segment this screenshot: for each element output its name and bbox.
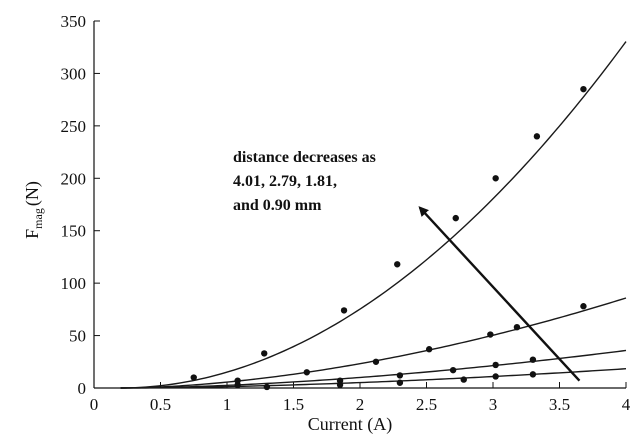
- data-point-series-2: [580, 303, 587, 310]
- annotation: distance decreases as 4.01, 2.79, 1.81, …: [233, 149, 581, 382]
- svg-text:Fmag(N): Fmag (N): [22, 181, 45, 239]
- y-tick-label: 150: [61, 222, 87, 241]
- x-axis-label: Current (A): [308, 414, 392, 434]
- data-point-series-1: [452, 214, 459, 222]
- data-point-series-2: [372, 358, 380, 365]
- x-tick-label: 2: [356, 395, 365, 414]
- data-point-series-2: [303, 369, 310, 376]
- annotation-arrow: [418, 206, 581, 382]
- x-tick-label: 2.5: [416, 395, 437, 414]
- y-axis-label-subscript: mag: [31, 208, 45, 229]
- fit-curve-1: [120, 41, 627, 389]
- x-tick-label: 3: [489, 395, 498, 414]
- y-tick-label: 300: [61, 64, 87, 83]
- x-tick-label: 0.5: [150, 395, 171, 414]
- data-point-series-1: [190, 374, 197, 381]
- data-point-series-3: [492, 361, 499, 369]
- x-tick-label: 3.5: [549, 395, 570, 414]
- annotation-line-3: and 0.90 mm: [233, 197, 322, 214]
- data-point-series-1: [394, 261, 401, 268]
- y-tick-label: 0: [78, 379, 87, 398]
- data-point-series-2: [513, 323, 521, 331]
- fit-curve-4: [120, 368, 627, 389]
- data-point-series-1: [580, 85, 587, 93]
- fit-curve-3: [120, 349, 627, 389]
- data-point-series-1: [533, 133, 541, 140]
- data-points: [190, 85, 587, 391]
- annotation-line-1: distance decreases as: [233, 149, 376, 166]
- y-tick-label: 250: [61, 117, 87, 136]
- y-tick-label: 350: [61, 12, 87, 31]
- x-tick-label: 1: [223, 395, 232, 414]
- y-axis-label-unit: (N): [22, 181, 43, 206]
- data-point-series-3: [396, 372, 404, 379]
- y-tick-label: 200: [61, 169, 87, 188]
- fit-curve-2: [120, 297, 627, 389]
- x-tick-label: 0: [90, 395, 99, 414]
- data-point-series-3: [449, 366, 457, 374]
- y-tick-label: 100: [61, 274, 87, 293]
- annotation-line-2: 4.01, 2.79, 1.81,: [233, 173, 337, 190]
- data-point-series-3: [529, 356, 537, 363]
- y-axis-label: Fmag (N): [22, 181, 45, 239]
- data-point-series-2: [425, 346, 433, 353]
- axis-ticks: 0 0.5 1 1.5 2 2.5 3 3.5 4 0 50 100 150 200 250 300 350: [61, 12, 631, 414]
- fit-curves: [120, 41, 627, 389]
- data-point-series-4: [529, 371, 537, 378]
- axes: [93, 21, 626, 389]
- data-point-series-2: [487, 331, 494, 338]
- data-point-series-4: [460, 376, 467, 383]
- data-point-series-1: [340, 307, 348, 314]
- data-point-series-3: [234, 381, 241, 389]
- x-tick-label: 1.5: [283, 395, 304, 414]
- y-axis-label-symbol: F: [22, 229, 42, 239]
- data-point-series-4: [336, 381, 344, 389]
- data-point-series-1: [492, 175, 499, 182]
- y-tick-label: 50: [69, 327, 86, 346]
- data-point-series-4: [396, 379, 404, 386]
- data-point-series-4: [263, 383, 271, 391]
- data-point-series-1: [261, 350, 268, 357]
- x-tick-label: 4: [622, 395, 631, 414]
- data-point-series-4: [492, 373, 499, 380]
